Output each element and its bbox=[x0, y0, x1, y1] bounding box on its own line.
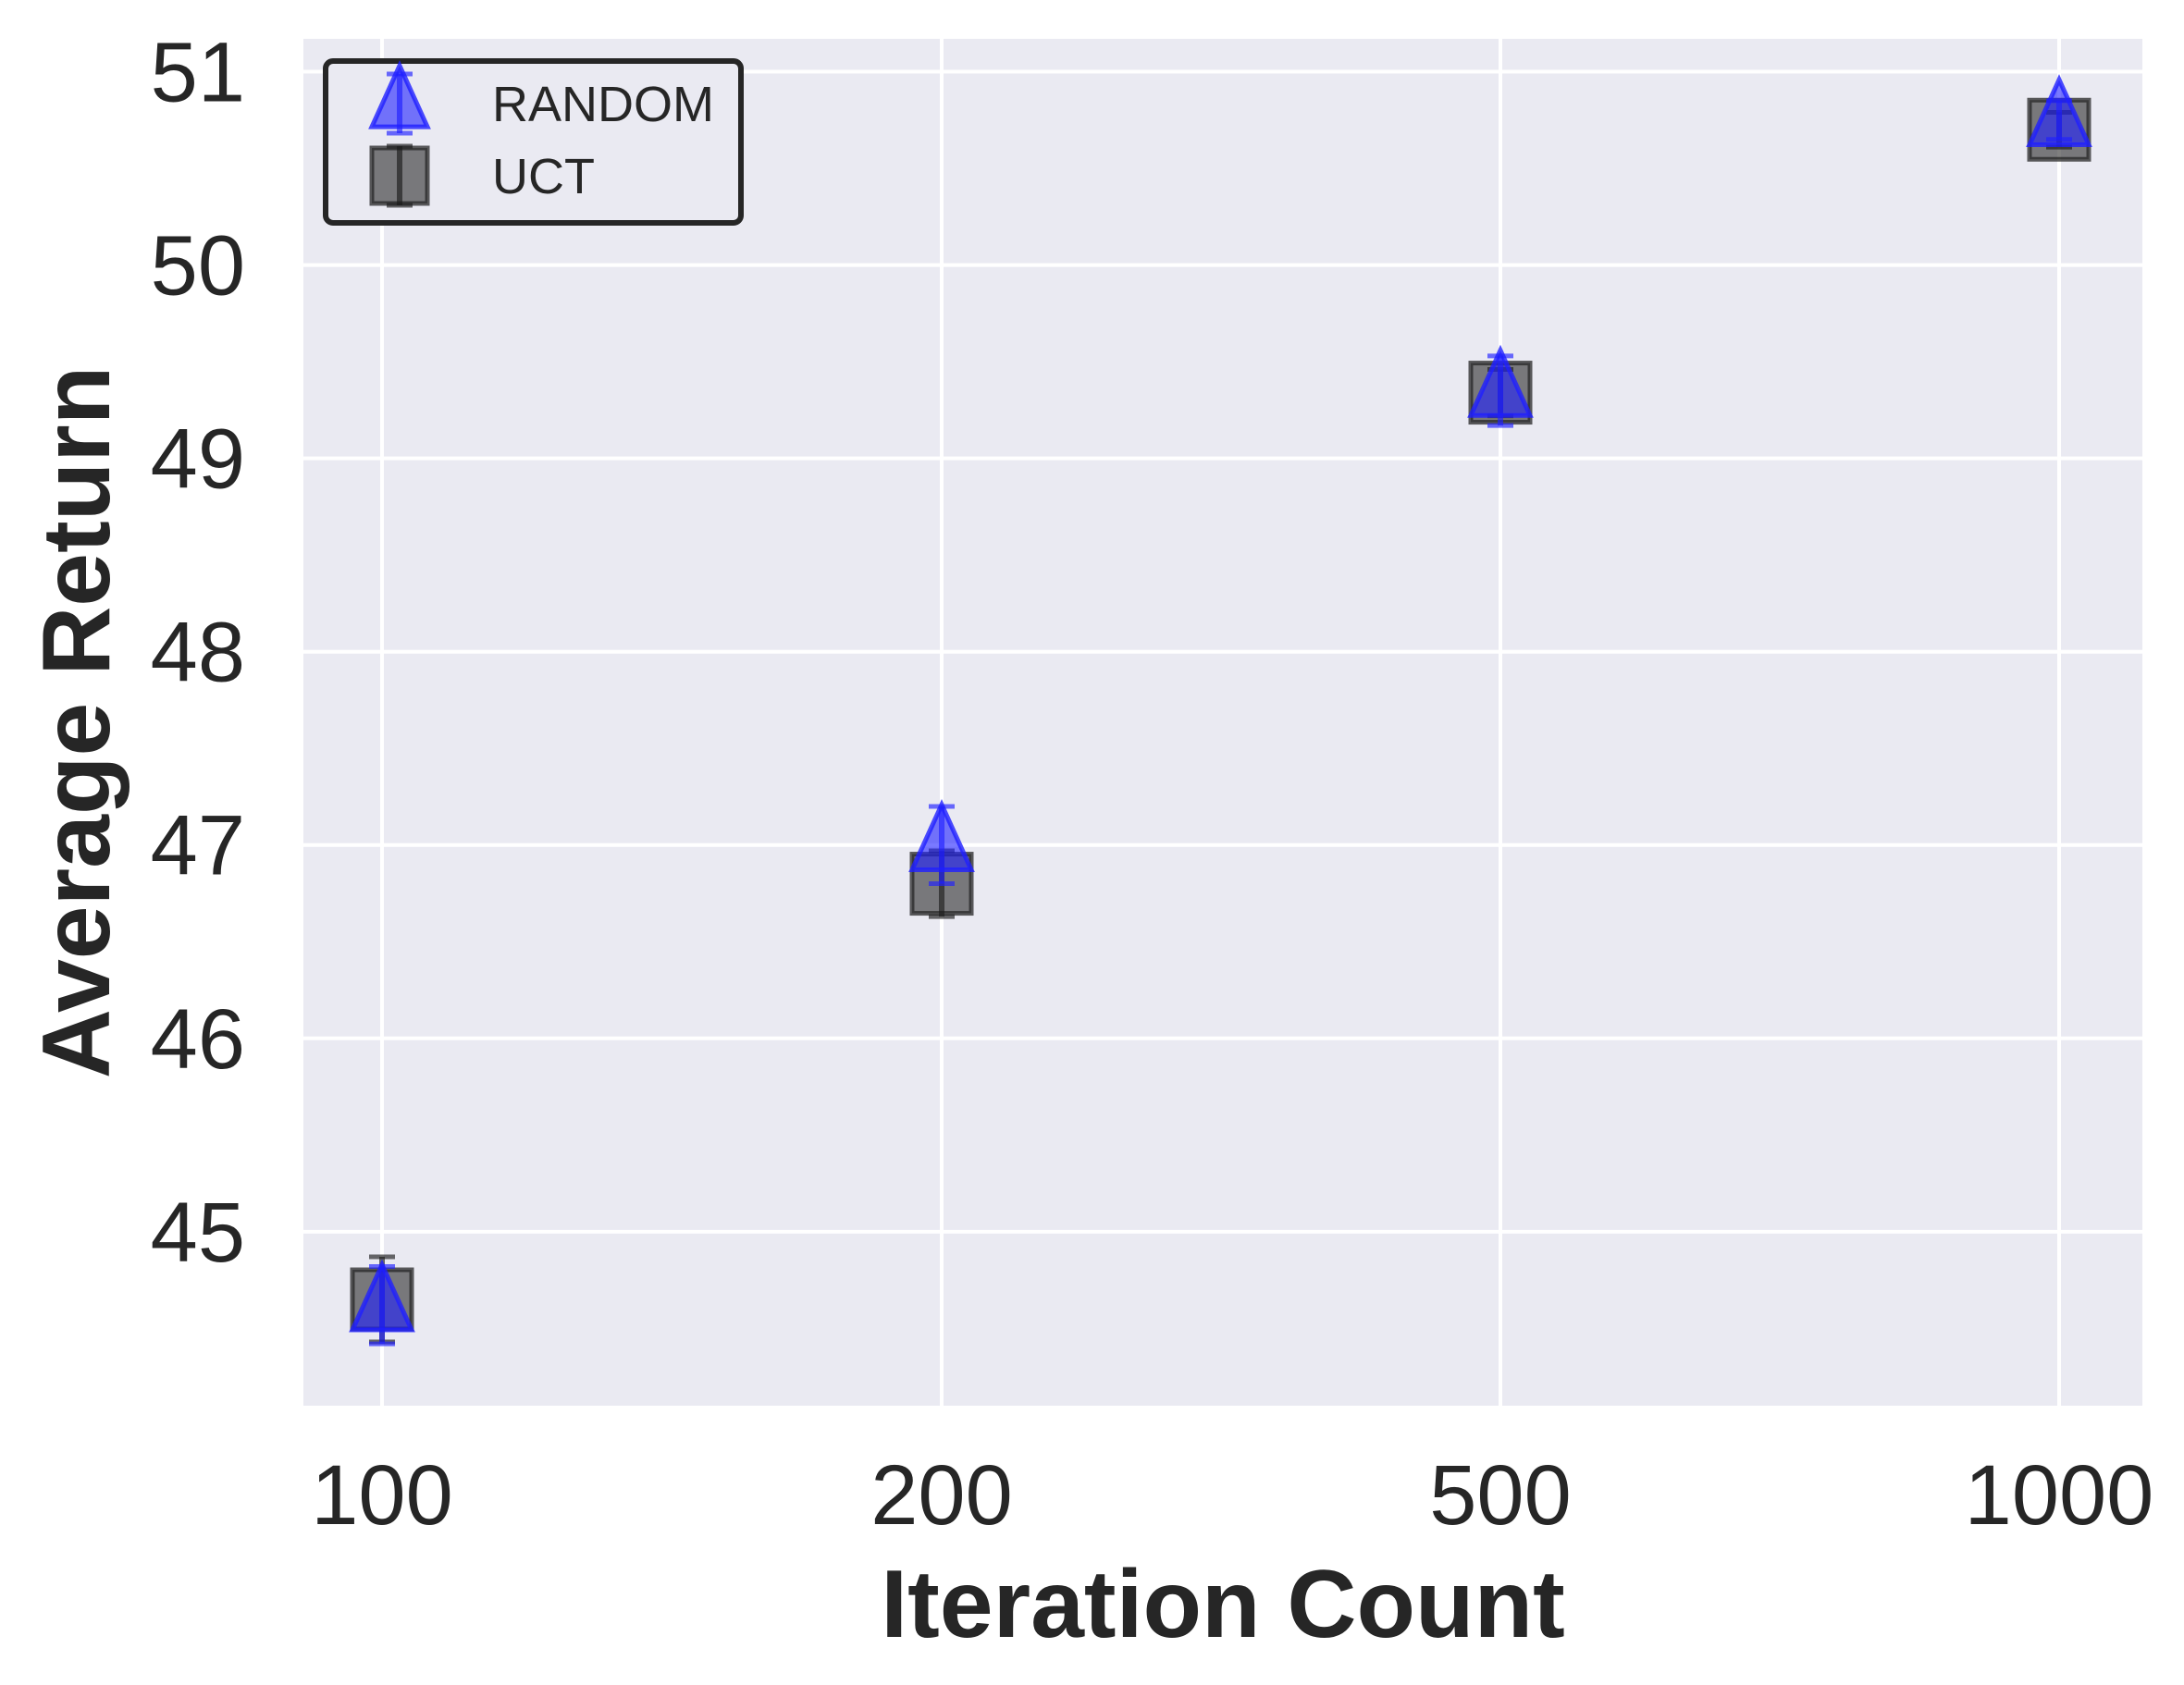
random-error-bar bbox=[929, 804, 955, 887]
data-marks bbox=[349, 74, 2092, 1347]
x-tick-label: 500 bbox=[1429, 1448, 1572, 1543]
x-axis-title: Iteration Count bbox=[881, 1551, 1564, 1658]
legend-uct-label: UCT bbox=[492, 149, 595, 204]
y-axis-title: Average Return bbox=[23, 366, 130, 1079]
random-error-bar bbox=[1487, 353, 1513, 428]
y-tick-label: 48 bbox=[151, 606, 245, 700]
y-tick-label: 50 bbox=[151, 219, 245, 314]
x-tick-label: 1000 bbox=[1965, 1448, 2154, 1543]
legend-uct-error-bar bbox=[387, 143, 413, 208]
legend-random-label: RANDOM bbox=[492, 77, 714, 132]
random-error-bar bbox=[2046, 98, 2072, 142]
y-tick-label: 49 bbox=[151, 412, 245, 507]
y-tick-labels: 45 46 47 48 49 50 51 bbox=[151, 26, 245, 1280]
y-tick-label: 45 bbox=[151, 1186, 245, 1280]
y-tick-label: 46 bbox=[151, 992, 245, 1087]
random-error-bar bbox=[369, 1263, 395, 1347]
legend-random-error-bar bbox=[387, 71, 413, 136]
plot-background bbox=[303, 39, 2142, 1406]
x-tick-label: 200 bbox=[870, 1448, 1013, 1543]
legend: RANDOM UCT bbox=[323, 58, 744, 226]
x-tick-label: 100 bbox=[311, 1448, 453, 1543]
y-tick-label: 47 bbox=[151, 799, 245, 893]
x-tick-labels: 100 200 500 1000 bbox=[311, 1448, 2153, 1543]
y-tick-label: 51 bbox=[151, 26, 245, 120]
